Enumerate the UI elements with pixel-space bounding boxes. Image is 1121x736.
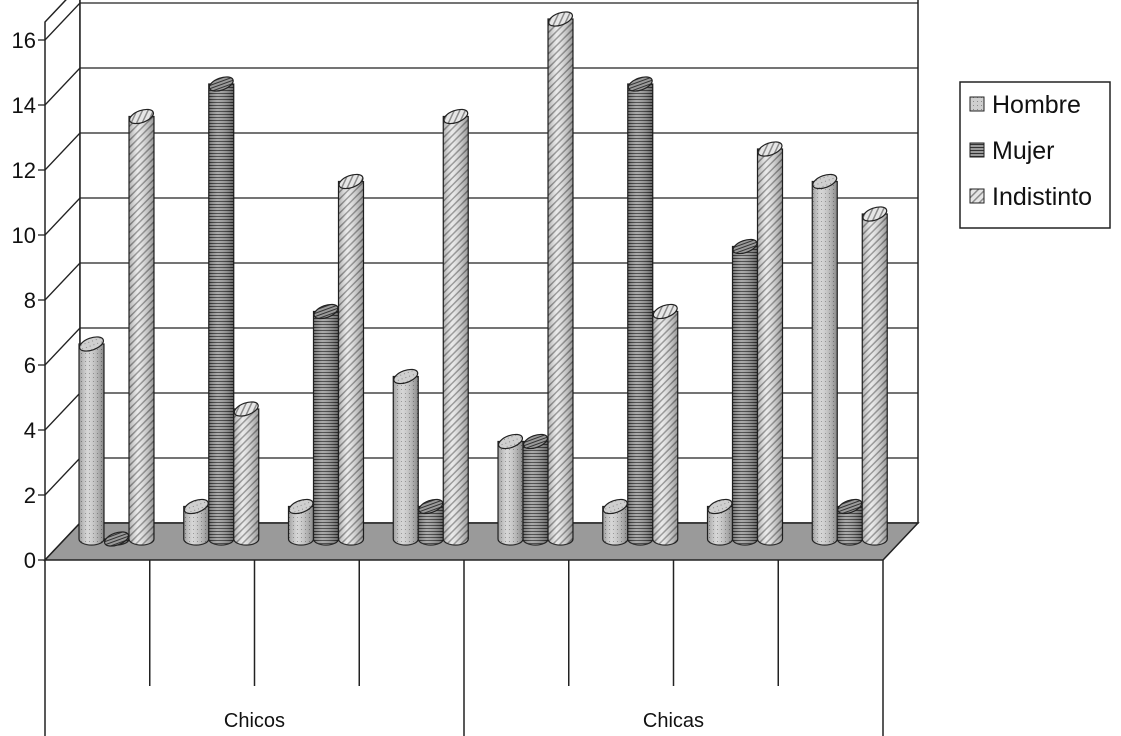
bar-indistinto-5 [651,302,679,545]
bar-indistinto-4 [547,9,575,545]
bar-mujer-6 [731,237,759,545]
legend-swatch-indistinto [970,189,984,203]
bar-shade [862,214,887,545]
bar-shade [653,312,678,546]
bar-shade [209,84,234,545]
legend-label-mujer: Mujer [992,137,1055,165]
bar-indistinto-0 [128,107,156,545]
plot-walls [45,0,918,560]
bar-shade [443,117,468,546]
bar-indistinto-3 [442,107,470,545]
bar-hombre-7 [811,172,839,545]
bar-indistinto-2 [337,172,365,545]
y-tick-label: 10 [12,223,36,248]
floor-surface [45,523,918,560]
bar-shade [733,247,758,546]
bar-shade [548,19,573,545]
legend-label-hombre: Hombre [992,91,1081,119]
group-label-chicos: Chicos [224,710,285,732]
bar-hombre-0 [78,334,106,545]
bar-shade [79,344,104,545]
bar-shade [498,442,523,546]
bar-indistinto-1 [232,399,260,545]
bar-shade [234,409,259,545]
bar-shade [628,84,653,545]
bar-shade [393,377,418,546]
plot-floor [45,523,918,560]
bar-hombre-3 [392,367,420,545]
bar-shade [758,149,783,545]
y-tick-label: 6 [24,353,36,378]
bar-hombre-4 [497,432,525,545]
y-tick-label: 16 [12,28,36,53]
y-tick-label: 2 [24,483,36,508]
y-tick-label: 4 [24,418,36,443]
y-tick-label: 14 [12,93,36,118]
group-label-chicas: Chicas [643,710,704,732]
y-tick-label: 12 [12,158,36,183]
y-tick-label: 0 [24,548,36,573]
legend-swatch-hombre [970,97,984,111]
bar-shade [812,182,837,546]
legend: Hombre Mujer Indistinto [960,82,1110,228]
category-axis: Chicos Chicas [45,560,883,736]
y-tick-label: 8 [24,288,36,313]
legend-label-indistinto: Indistinto [992,183,1092,211]
bar-indistinto-6 [756,139,784,545]
bar-mujer-5 [626,74,654,545]
bar-mujer-2 [312,302,340,545]
bar-shade [339,182,364,546]
bar-mujer-4 [522,432,550,545]
bar-shade [314,312,339,546]
bar-mujer-1 [207,74,235,545]
bar-shade [129,117,154,546]
bar-shade [523,442,548,546]
legend-swatch-mujer [970,143,984,157]
y-axis-ticks: 0 2 4 6 8 10 12 14 16 [12,28,45,573]
bar-indistinto-7 [861,204,889,545]
